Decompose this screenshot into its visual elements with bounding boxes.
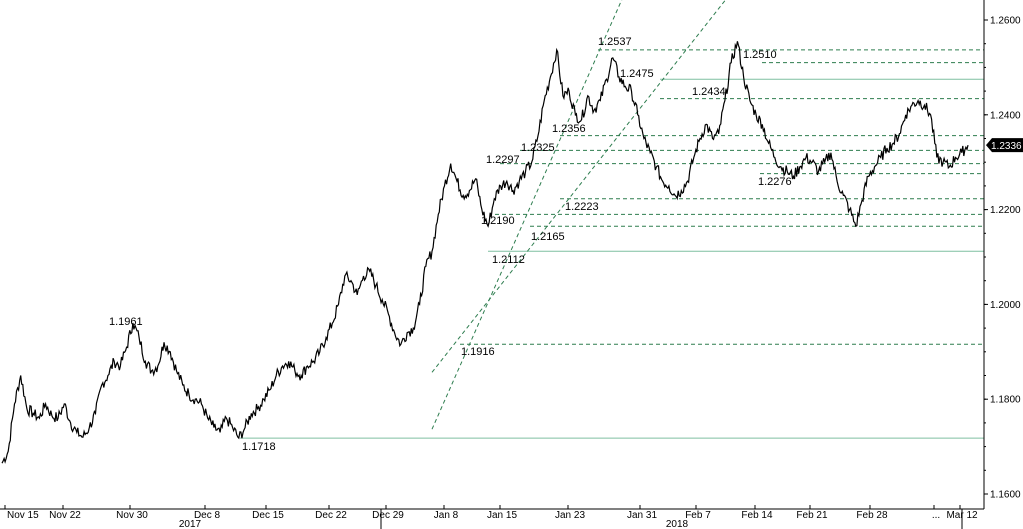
y-tick-label: 1.1600 (990, 490, 1021, 501)
year-label: 2018 (666, 519, 689, 529)
x-tick-label: Dec 29 (372, 510, 404, 521)
annotation-label: 1.2475 (620, 68, 654, 80)
annotation-label: 1.2510 (743, 49, 777, 61)
annotation-label: 1.2165 (531, 231, 565, 243)
annotation-label: 1.2356 (552, 123, 586, 135)
x-tick-label: Jan 15 (487, 510, 517, 521)
annotation-label: 1.2325 (521, 142, 555, 154)
x-tick-label: Feb 7 (685, 510, 711, 521)
annotations: 1.25371.25101.24751.24341.23561.23251.22… (109, 36, 792, 453)
annotation-label: 1.2112 (492, 254, 525, 266)
annotation-label: 1.2434 (692, 86, 726, 98)
x-tick-label: Feb 21 (796, 510, 828, 521)
price-series (1, 41, 969, 464)
year-label: 2017 (179, 519, 202, 529)
x-tick-label: Feb 28 (856, 510, 888, 521)
y-axis: 1.1600 1.1800 1.2000 1.2200 1.2400 1.2600 (983, 0, 1021, 509)
x-tick-label: Feb 14 (741, 510, 773, 521)
y-tick-label: 1.2000 (990, 300, 1021, 311)
x-tick-label: Jan 8 (434, 510, 459, 521)
x-tick-label: Dec 22 (315, 510, 347, 521)
price-line (1, 41, 969, 464)
channel-lines (431, 0, 727, 430)
x-tick-label: Nov 22 (49, 510, 81, 521)
horizontal-levels (240, 49, 984, 439)
x-tick-label: Jan 31 (627, 510, 657, 521)
x-tick-label: Dec 8 (194, 510, 221, 521)
x-tick-label: Nov 30 (116, 510, 148, 521)
annotation-label: 1.2223 (565, 201, 599, 213)
annotation-label: 1.1916 (461, 346, 495, 358)
y-tick-label: 1.2200 (990, 205, 1021, 216)
x-tick-label: Nov 15 (7, 510, 39, 521)
annotation-label: 1.1718 (242, 441, 276, 453)
annotation-label: 1.2276 (758, 176, 792, 188)
x-tick-label: Jan 23 (555, 510, 585, 521)
annotation-label: 1.2297 (486, 154, 520, 166)
x-tick-label: ... (932, 510, 940, 521)
annotation-label: 1.2190 (481, 215, 515, 227)
last-value-tag-bg (986, 138, 1023, 153)
last-value-label: 1.2336 (991, 141, 1022, 152)
channel-line (431, 0, 623, 430)
y-tick-label: 1.1800 (990, 395, 1021, 406)
channel-line (431, 0, 727, 373)
x-tick-label: Dec 15 (252, 510, 284, 521)
annotation-label: 1.1961 (109, 316, 143, 328)
x-axis: Nov 15 Nov 22 Nov 30 Dec 8 Dec 15 Dec 22 Dec 2… (0, 505, 984, 529)
y-tick-label: 1.2400 (990, 110, 1021, 121)
annotation-label: 1.2537 (598, 36, 632, 48)
y-tick-label: 1.2600 (990, 16, 1021, 27)
last-value-tag: 1.2336 (986, 138, 1023, 153)
